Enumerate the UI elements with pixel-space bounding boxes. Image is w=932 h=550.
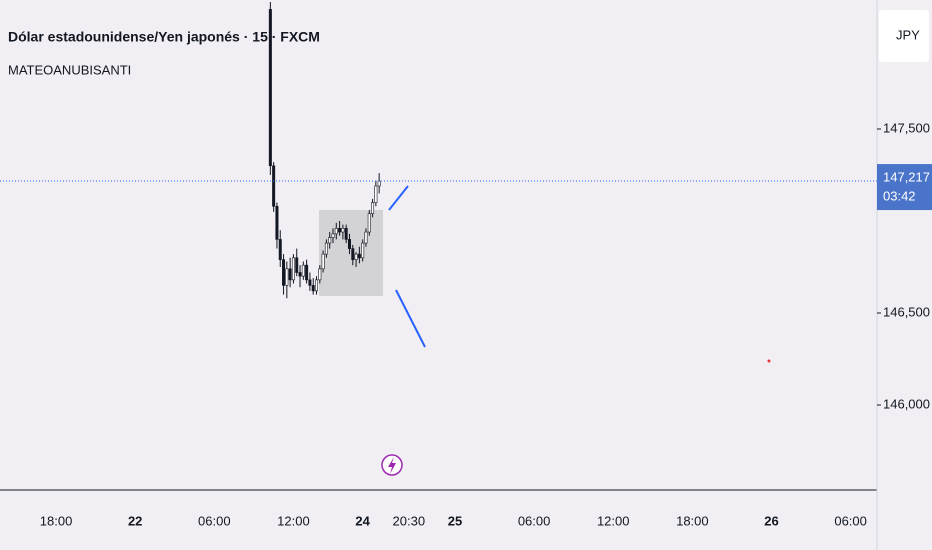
candle-body <box>311 285 315 292</box>
candle-body <box>324 242 328 255</box>
candle-body <box>334 228 338 235</box>
chart-title: Dólar estadounidense/Yen japonés · 15 · … <box>8 29 320 45</box>
candle-body <box>272 165 276 207</box>
x-tick-label: 18:00 <box>40 513 73 528</box>
candle-body <box>291 257 295 281</box>
y-tick-label: 147,500 <box>883 120 930 135</box>
candle-body <box>305 264 309 281</box>
drawing-line <box>395 289 426 348</box>
candle-body <box>361 242 365 259</box>
last-price-box <box>877 164 932 211</box>
x-tick-label: 26 <box>764 513 778 528</box>
x-tick-label: 12:00 <box>277 513 310 528</box>
y-tick-label: 146,000 <box>883 396 930 411</box>
candle-body <box>377 180 381 187</box>
candle-body <box>328 237 332 244</box>
candle-body <box>367 213 371 233</box>
author: MATEOANUBISANTI <box>8 62 131 77</box>
candle-body <box>308 279 312 286</box>
candle-body <box>315 279 319 292</box>
x-tick-label: 25 <box>448 513 462 528</box>
countdown: 03:42 <box>883 188 916 203</box>
x-tick-label: 22 <box>128 513 142 528</box>
candle-body <box>285 268 289 286</box>
candle-body <box>344 228 348 240</box>
candle-body <box>301 264 305 277</box>
drawing-line <box>388 185 409 211</box>
currency-box[interactable] <box>879 10 929 62</box>
candle-body <box>374 185 378 203</box>
x-cursor-box <box>388 512 429 532</box>
candle-body <box>351 248 355 260</box>
candle-body <box>295 257 299 273</box>
currency[interactable]: JPY <box>896 27 920 42</box>
candle-body <box>357 253 361 259</box>
x-tick-label: 06:00 <box>198 513 231 528</box>
candle-body <box>331 233 335 238</box>
candle-body <box>364 231 368 244</box>
range-box <box>319 210 383 296</box>
last-price-label: 147,217 <box>883 169 930 184</box>
candle-body <box>288 268 292 281</box>
candle-body <box>371 202 375 214</box>
event-icon[interactable] <box>381 454 403 476</box>
y-tick-label: 146,500 <box>883 304 930 319</box>
x-tick-label: 20:30 <box>393 513 426 528</box>
dot <box>767 359 771 363</box>
candle-body <box>318 268 322 281</box>
candle-body <box>282 259 286 286</box>
candle-body <box>354 253 358 260</box>
candle-body <box>275 205 279 240</box>
x-tick-label: 06:00 <box>834 513 867 528</box>
candle-body <box>298 272 302 277</box>
candle-body <box>338 228 342 233</box>
candle-body <box>341 228 345 233</box>
x-tick-label: 24 <box>355 513 370 528</box>
candle-body <box>278 239 282 260</box>
candle-body <box>268 9 272 167</box>
candle-body <box>321 253 325 270</box>
x-tick-label: 06:00 <box>518 513 551 528</box>
candle-body <box>347 239 351 249</box>
x-tick-label: 18:00 <box>676 513 709 528</box>
x-tick-label: 12:00 <box>597 513 630 528</box>
